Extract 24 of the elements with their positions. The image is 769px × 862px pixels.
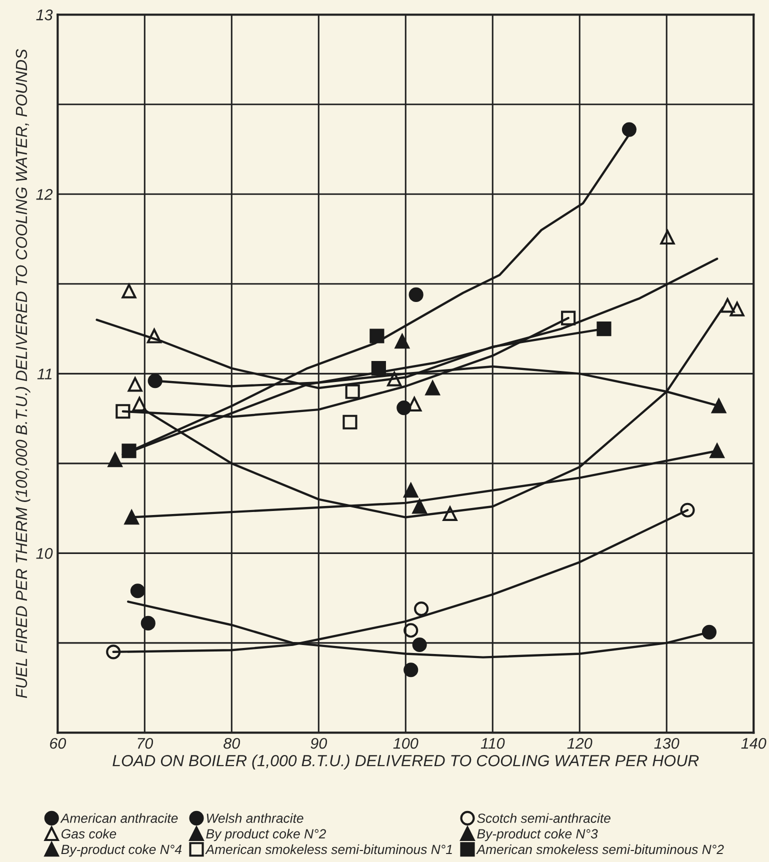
legend-label: Scotch semi-anthracite [477, 813, 610, 823]
legend-label: American smokeless semi-bituminous N°2 [476, 844, 724, 854]
y-tick-label: 10 [36, 548, 53, 559]
y-tick-label: 12 [36, 189, 53, 200]
x-tick-label: 80 [224, 738, 240, 749]
x-tick-label: 70 [138, 738, 154, 749]
y-tick-label: 11 [37, 368, 52, 380]
x-tick-label: 100 [393, 738, 418, 749]
legend-label: American smokeless semi-bituminous N°1 [205, 844, 452, 854]
y-tick-label: 13 [36, 10, 53, 20]
x-tick-label: 90 [310, 738, 328, 749]
legend-label: American anthracite [60, 813, 178, 823]
x-tick-label: 130 [654, 738, 680, 749]
y-axis-title: FUEL FIRED PER THERM (100,000 B.T.U.) DELIVERED TO COOLING WATER, POUNDS [15, 48, 30, 698]
legend-label: Welsh anthracite [206, 813, 304, 823]
x-tick-label: 60 [50, 738, 66, 749]
x-tick-label: 140 [741, 738, 766, 749]
legend-label: By product coke N°2 [206, 828, 326, 842]
x-tick-label: 110 [480, 738, 505, 749]
legend-label: By-product coke N°4 [61, 844, 182, 857]
legend-label: By-product coke N°3 [477, 828, 598, 842]
legend-label: Gas coke [62, 828, 116, 839]
x-tick-label: 120 [567, 738, 592, 749]
x-axis-title: LOAD ON BOILER (1,000 B.T.U.) DELIVERED TO COOLING WATER PER HOUR [112, 754, 699, 770]
